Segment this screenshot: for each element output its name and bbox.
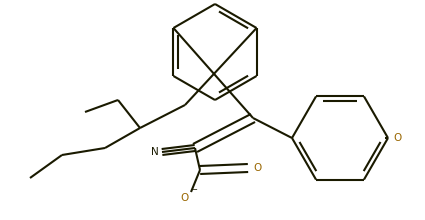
Text: O: O [254,163,262,173]
Text: N: N [151,147,159,157]
Text: O: O [181,193,189,203]
Text: O: O [393,133,401,143]
Text: −: − [190,185,198,194]
